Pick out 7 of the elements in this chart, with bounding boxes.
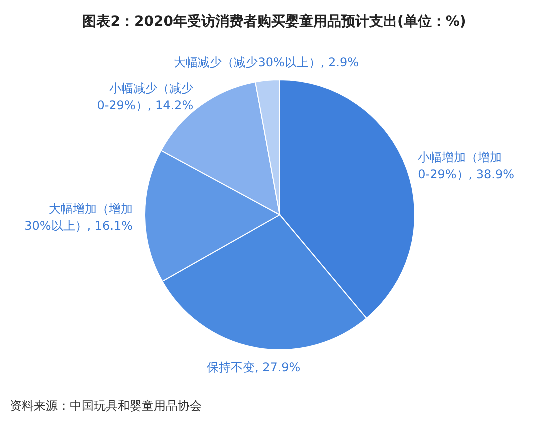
chart-title: 图表2：2020年受访消费者购买婴童用品预计支出(单位：%) [82,13,466,30]
slice-label: 大幅增加（增加30%以上）, 16.1% [24,202,134,233]
text: 资料来源：中国玩具和婴童用品协会 [10,399,202,413]
slice-label: 小幅减少（减少0-29%）, 14.2% [97,82,194,113]
slice-label: 保持不变, 27.9% [206,360,301,375]
slice-label: 小幅增加（增加0-29%）, 38.9% [418,150,515,182]
slice-label: 大幅减少（减少30%以上）, 2.9% [174,56,360,70]
